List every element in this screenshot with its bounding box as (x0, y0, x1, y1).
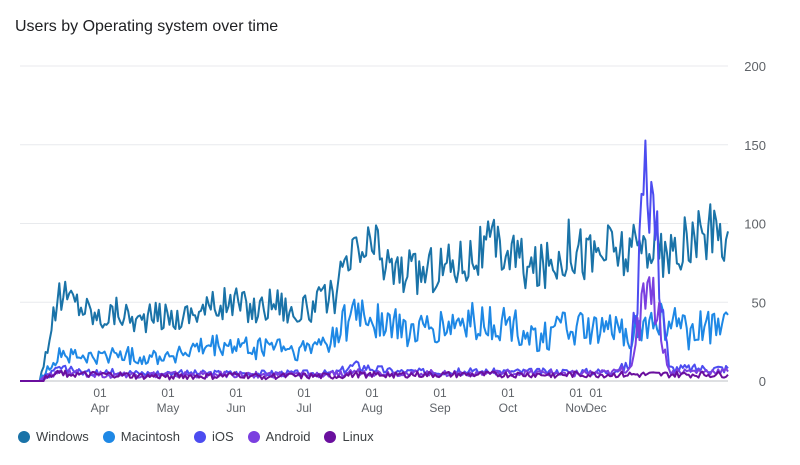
x-tick-month: Aug (361, 401, 382, 415)
chart-title: Users by Operating system over time (15, 18, 279, 35)
x-tick-month: Sep (429, 401, 451, 415)
legend-swatch (102, 430, 115, 443)
legend-label: Android (265, 429, 311, 444)
legend-item-linux[interactable]: Linux (324, 429, 374, 444)
x-tick-month: Dec (585, 401, 606, 415)
legend-item-android[interactable]: Android (247, 429, 311, 444)
legend-label: Macintosh (120, 429, 180, 444)
legend-item-windows[interactable]: Windows (18, 429, 89, 444)
legend-swatch (18, 430, 30, 443)
x-tick-day: 01 (569, 386, 583, 400)
x-tick-month: May (157, 401, 180, 415)
x-tick-day: 01 (589, 386, 603, 400)
legend-item-macintosh[interactable]: Macintosh (102, 429, 180, 444)
legend-swatch (247, 430, 260, 443)
x-tick-day: 01 (365, 386, 379, 400)
series-line-macintosh[interactable] (20, 298, 729, 382)
legend-label: Windows (36, 429, 89, 444)
series-line-ios[interactable] (20, 139, 729, 382)
legend-label: Linux (342, 429, 374, 444)
legend-swatch (194, 430, 206, 443)
legend-item-ios[interactable]: iOS (194, 429, 234, 444)
x-tick-day: 01 (161, 386, 175, 400)
legend-label: iOS (212, 429, 234, 444)
y-tick-label: 150 (744, 138, 766, 153)
x-tick-month: Jun (226, 401, 245, 415)
x-tick-day: 01 (229, 386, 243, 400)
y-tick-label: 0 (759, 374, 766, 389)
chart-legend: Windows Macintosh iOS Android Linux (18, 429, 374, 444)
x-tick-day: 01 (297, 386, 311, 400)
x-tick-month: Apr (91, 401, 110, 415)
legend-swatch (324, 430, 337, 443)
x-tick-day: 01 (93, 386, 107, 400)
x-tick-day: 01 (433, 386, 447, 400)
line-chart: 05010015020001Apr01May01Jun01Jul01Aug01S… (20, 59, 766, 415)
x-tick-day: 01 (501, 386, 515, 400)
x-tick-month: Nov (565, 401, 586, 415)
series-line-linux[interactable] (20, 369, 729, 382)
y-tick-label: 200 (744, 59, 766, 74)
y-tick-label: 100 (744, 217, 766, 232)
series-line-windows[interactable] (20, 203, 729, 382)
x-tick-month: Jul (296, 401, 311, 415)
x-tick-month: Oct (499, 401, 518, 415)
y-tick-label: 50 (752, 295, 766, 310)
